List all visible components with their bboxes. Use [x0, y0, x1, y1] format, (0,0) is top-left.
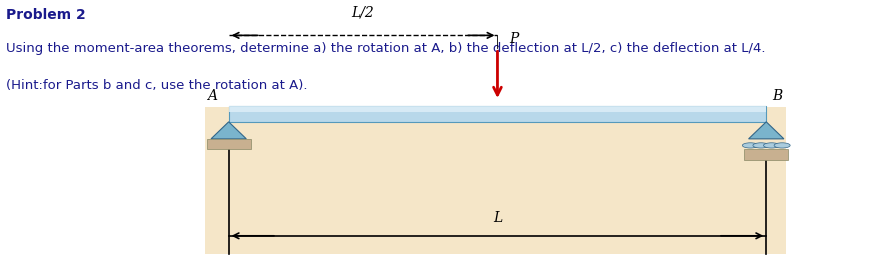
Text: Problem 2: Problem 2 [6, 8, 87, 22]
Bar [229, 106, 766, 112]
Text: A: A [207, 90, 216, 103]
Bar [744, 149, 789, 160]
Text: P: P [509, 32, 519, 46]
Bar [229, 106, 766, 122]
Text: (Hint:for Parts b and c, use the rotation at A).: (Hint:for Parts b and c, use the rotatio… [6, 79, 308, 92]
Circle shape [743, 143, 758, 148]
Polygon shape [749, 122, 784, 139]
Bar [205, 107, 786, 254]
Circle shape [764, 143, 780, 148]
Text: B: B [773, 90, 783, 103]
Circle shape [753, 143, 769, 148]
Circle shape [774, 143, 790, 148]
Text: L: L [493, 211, 502, 225]
Text: L/2: L/2 [351, 6, 374, 20]
Polygon shape [211, 122, 246, 139]
Bar [207, 139, 251, 149]
Text: Using the moment-area theorems, determine a) the rotation at A, b) the deflectio: Using the moment-area theorems, determin… [6, 42, 766, 55]
